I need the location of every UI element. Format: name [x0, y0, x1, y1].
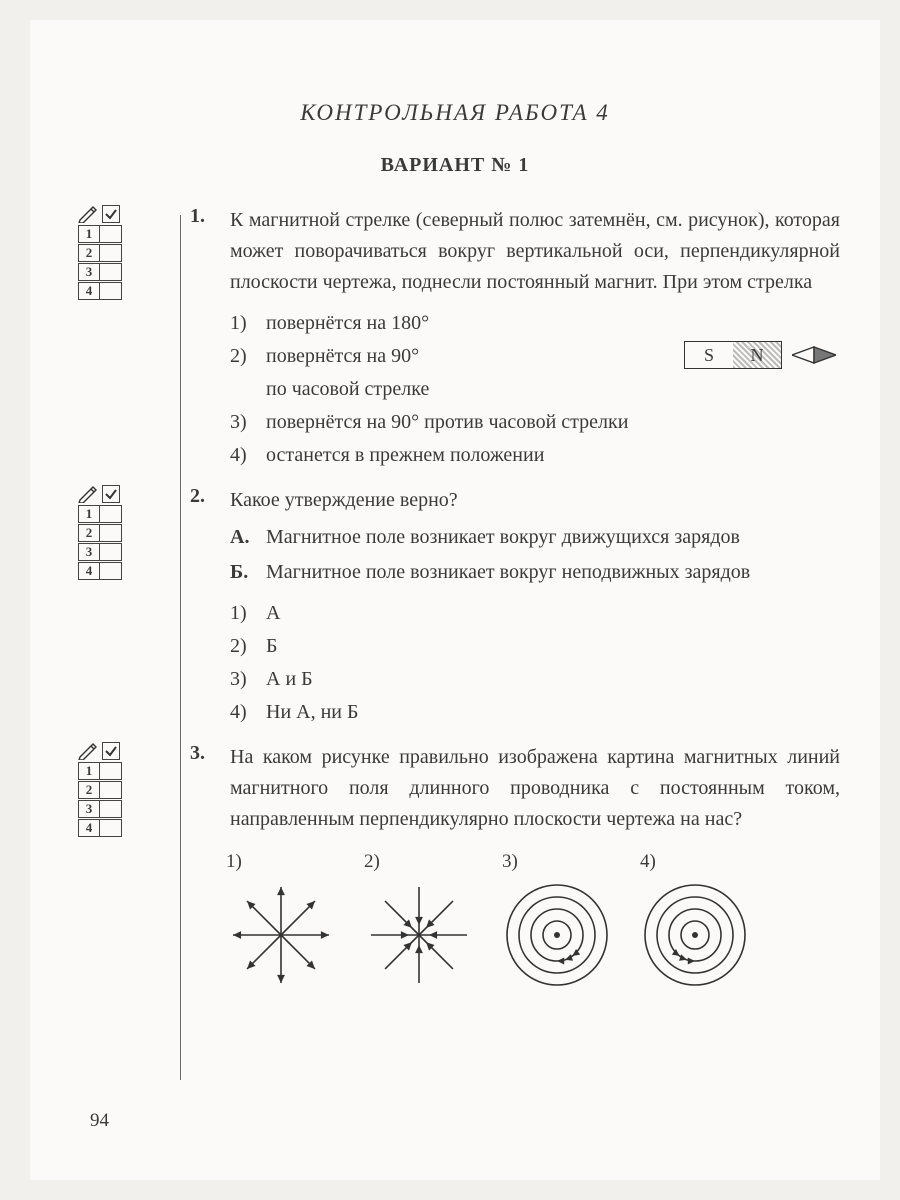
diagram-label: 3) [502, 847, 518, 876]
checkmark-icon [102, 205, 120, 223]
magnet-s-pole: S [685, 342, 733, 368]
answer-box[interactable] [100, 263, 122, 281]
radial-out-icon [226, 880, 336, 990]
question-2: 1 2 3 4 2. Какое утверждение верно? А.Ма… [30, 485, 880, 728]
option-text: А и Б [266, 664, 840, 695]
answer-box[interactable] [100, 562, 122, 580]
answer-box[interactable] [100, 244, 122, 262]
diagram-2: 2) [364, 847, 474, 990]
answer-cell-1[interactable]: 1 [78, 762, 100, 780]
option-text: А [266, 598, 840, 629]
answer-box[interactable] [100, 762, 122, 780]
radial-in-icon [364, 880, 474, 990]
statement-text: Магнитное поле возникает вокруг неподвиж… [266, 557, 840, 588]
bar-magnet-icon: S N [684, 341, 782, 369]
answer-cell-4[interactable]: 4 [78, 282, 100, 300]
answer-cell-3[interactable]: 3 [78, 543, 100, 561]
answer-box[interactable] [100, 225, 122, 243]
answer-cell-2[interactable]: 2 [78, 524, 100, 542]
answer-grid: 1 2 3 4 [78, 485, 150, 581]
diagram-label: 4) [640, 847, 656, 876]
page: КОНТРОЛЬНАЯ РАБОТА 4 ВАРИАНТ № 1 1 2 3 4… [30, 20, 880, 1180]
page-number: 94 [90, 1110, 109, 1132]
option-num: 1) [230, 308, 266, 339]
answer-cell-2[interactable]: 2 [78, 244, 100, 262]
pencil-icon [78, 205, 98, 223]
answer-cell-3[interactable]: 3 [78, 800, 100, 818]
page-subtitle: ВАРИАНТ № 1 [30, 154, 880, 177]
answer-cell-3[interactable]: 3 [78, 263, 100, 281]
answer-grid: 1 2 3 4 [78, 742, 150, 838]
diagram-1: 1) [226, 847, 336, 990]
magnet-figure: S N [684, 341, 836, 369]
answer-cell-2[interactable]: 2 [78, 781, 100, 799]
checkmark-icon [102, 485, 120, 503]
pencil-icon [78, 742, 98, 760]
option-num: 4) [230, 697, 266, 728]
answer-cell-4[interactable]: 4 [78, 562, 100, 580]
question-text: Какое утверждение верно? [230, 485, 840, 516]
diagram-row: 1) 2) 3) 4) [226, 847, 840, 990]
question-1: 1 2 3 4 1. К магнитной стрелке (северный… [30, 205, 880, 471]
option-text: по часовой стрелке [266, 374, 840, 405]
option-text: повернётся на 90° против часовой стрелки [266, 407, 840, 438]
option-num [230, 374, 266, 405]
question-number: 3. [190, 742, 205, 765]
answer-box[interactable] [100, 282, 122, 300]
answer-cell-1[interactable]: 1 [78, 225, 100, 243]
diagram-4: 4) [640, 847, 750, 990]
option-num: 1) [230, 598, 266, 629]
option-text: повернётся на 180° [266, 308, 840, 339]
question-options: 1)повернётся на 180° 2) повернётся на 90°… [230, 308, 840, 471]
diagram-label: 2) [364, 847, 380, 876]
page-title: КОНТРОЛЬНАЯ РАБОТА 4 [30, 100, 880, 126]
question-3: 1 2 3 4 3. На каком рисунке правильно из… [30, 742, 880, 990]
option-num: 4) [230, 440, 266, 471]
question-number: 2. [190, 485, 205, 508]
answer-grid: 1 2 3 4 [78, 205, 150, 301]
compass-needle-icon [792, 345, 836, 365]
answer-box[interactable] [100, 524, 122, 542]
diagram-label: 1) [226, 847, 242, 876]
question-number: 1. [190, 205, 205, 228]
question-text: К магнитной стрелке (северный полюс зате… [230, 205, 840, 298]
statement-text: Магнитное поле возникает вокруг движущих… [266, 522, 840, 553]
option-num: 2) [230, 631, 266, 662]
circles-cw-icon [640, 880, 750, 990]
statement-label: Б. [230, 557, 266, 588]
circles-ccw-icon [502, 880, 612, 990]
option-text: Б [266, 631, 840, 662]
answer-box[interactable] [100, 543, 122, 561]
option-num: 3) [230, 407, 266, 438]
option-num: 2) [230, 341, 266, 372]
option-text: останется в прежнем положении [266, 440, 840, 471]
pencil-icon [78, 485, 98, 503]
answer-cell-1[interactable]: 1 [78, 505, 100, 523]
checkmark-icon [102, 742, 120, 760]
magnet-n-pole: N [733, 342, 781, 368]
answer-box[interactable] [100, 819, 122, 837]
question-options: 1)А 2)Б 3)А и Б 4)Ни А, ни Б [230, 598, 840, 728]
answer-box[interactable] [100, 505, 122, 523]
question-text: На каком рисунке правильно изображена ка… [230, 742, 840, 835]
answer-cell-4[interactable]: 4 [78, 819, 100, 837]
answer-box[interactable] [100, 781, 122, 799]
diagram-3: 3) [502, 847, 612, 990]
answer-box[interactable] [100, 800, 122, 818]
option-text: Ни А, ни Б [266, 697, 840, 728]
statement-label: А. [230, 522, 266, 553]
option-num: 3) [230, 664, 266, 695]
